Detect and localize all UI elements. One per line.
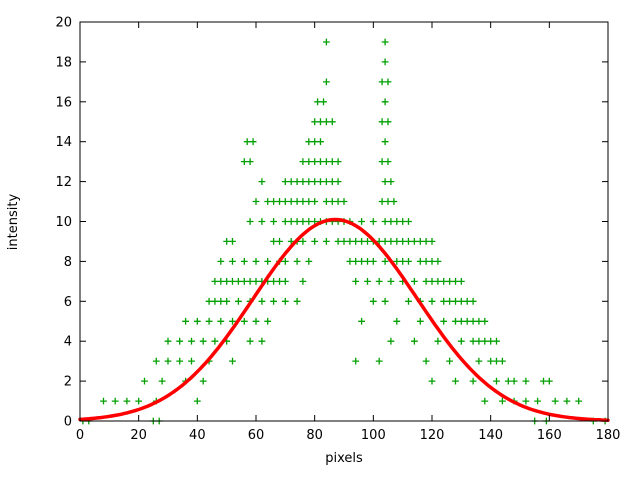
x-tick-label: 20 xyxy=(130,428,147,443)
x-tick-label: 140 xyxy=(478,428,503,443)
y-tick-label: 6 xyxy=(64,295,72,310)
x-tick-label: 180 xyxy=(596,428,621,443)
y-tick-label: 20 xyxy=(55,16,72,31)
scatter-series xyxy=(79,38,609,425)
y-tick-label: 10 xyxy=(55,215,72,230)
plot-generated-layer: 0 20 40 60 80 100 120 140 160 180 0 2 4 6 8 10 12 14 16 18 2… xyxy=(55,16,620,444)
fit-curve xyxy=(78,217,610,422)
y-tick-label: 2 xyxy=(64,375,72,390)
y-tick-label: 8 xyxy=(64,255,72,270)
x-tick-label: 40 xyxy=(189,428,206,443)
y-tick-label: 16 xyxy=(55,95,72,110)
y-tick-label: 12 xyxy=(55,175,72,190)
x-tick-label: 100 xyxy=(361,428,386,443)
y-tick-label: 14 xyxy=(55,135,72,150)
x-tick-label: 80 xyxy=(306,428,323,443)
x-axis-label: pixels xyxy=(325,451,363,466)
x-tick-label: 160 xyxy=(537,428,562,443)
y-tick-label: 0 xyxy=(64,415,72,430)
x-tick-label: 60 xyxy=(248,428,265,443)
x-tick-label: 0 xyxy=(76,428,84,443)
x-tick-label: 120 xyxy=(420,428,445,443)
y-tick-label: 4 xyxy=(64,335,72,350)
y-axis-label: intensity xyxy=(6,194,21,251)
y-tick-label: 18 xyxy=(55,55,72,70)
